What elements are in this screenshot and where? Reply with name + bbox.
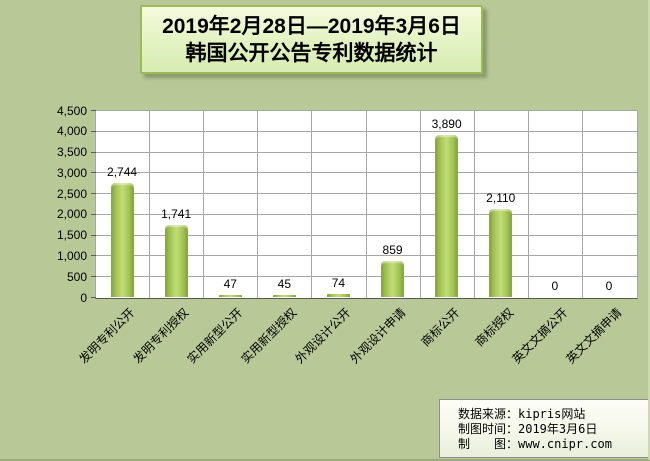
x-axis-label-2: 发明专利授权 bbox=[130, 305, 192, 367]
source-info-box: 数据来源：kipris网站 制图时间：2019年3月6日 制 图：www.cni… bbox=[439, 399, 648, 458]
maker-line: 制 图：www.cnipr.com bbox=[458, 437, 612, 451]
gridline-vertical bbox=[149, 111, 151, 298]
gridline-vertical bbox=[311, 111, 313, 298]
x-axis-label-5: 外观设计公开 bbox=[292, 305, 354, 367]
bar-商标授权 bbox=[489, 209, 513, 297]
x-axis-label-6: 外观设计申请 bbox=[347, 305, 408, 367]
x-axis-label-7: 商标公开 bbox=[418, 305, 462, 350]
gridline-horizontal bbox=[96, 172, 637, 174]
y-axis-tick bbox=[91, 151, 96, 153]
y-axis-tick bbox=[91, 276, 96, 278]
bar-外观设计申请 bbox=[381, 261, 405, 297]
chart-title-box: 2019年2月28日—2019年3月6日 韩国公开公告专利数据统计 bbox=[140, 5, 483, 74]
y-axis-tick bbox=[91, 234, 96, 236]
y-axis-tick bbox=[91, 110, 96, 111]
bar-商标公开 bbox=[435, 135, 459, 297]
bar-value-label: 859 bbox=[382, 243, 403, 257]
bar-value-label: 2,744 bbox=[107, 165, 138, 179]
x-axis-label-1: 发明专利公开 bbox=[76, 305, 138, 367]
bar-value-label: 47 bbox=[223, 277, 237, 291]
bar-value-label: 0 bbox=[605, 279, 613, 293]
y-axis-tick bbox=[91, 297, 96, 298]
x-axis-label-8: 商标授权 bbox=[472, 305, 517, 350]
gridline-horizontal bbox=[96, 276, 637, 278]
bar-发明专利公开 bbox=[110, 183, 134, 297]
bar-value-label: 0 bbox=[551, 279, 559, 293]
gridline-horizontal bbox=[96, 255, 637, 257]
y-axis-tick-label: 500 bbox=[66, 269, 87, 284]
gridline-vertical bbox=[203, 111, 205, 298]
x-axis-label-10: 英文文摘申请 bbox=[563, 305, 625, 367]
y-axis-tick bbox=[91, 213, 96, 215]
bar-value-label: 2,110 bbox=[486, 191, 516, 205]
date-line: 制图时间：2019年3月6日 bbox=[458, 422, 598, 436]
bar-value-label: 45 bbox=[277, 277, 292, 291]
bar-value-label: 74 bbox=[331, 276, 346, 290]
gridline-horizontal bbox=[96, 213, 637, 215]
x-axis-label-3: 实用新型公开 bbox=[184, 305, 246, 367]
gridline-horizontal bbox=[96, 234, 637, 236]
y-axis-tick bbox=[91, 193, 96, 195]
gridline-vertical bbox=[257, 111, 259, 298]
gridline-vertical bbox=[365, 111, 367, 298]
gridline-vertical bbox=[527, 111, 529, 298]
y-axis-tick-label: 2,500 bbox=[56, 186, 87, 201]
chart-title-line-1: 2019年2月28日—2019年3月6日 bbox=[162, 14, 461, 38]
bar-实用新型公开 bbox=[218, 295, 242, 297]
bar-发明专利授权 bbox=[164, 225, 188, 297]
gridline-horizontal bbox=[96, 193, 637, 195]
y-axis-tick bbox=[91, 172, 96, 174]
gridline-vertical bbox=[419, 111, 421, 298]
y-axis-tick bbox=[91, 130, 96, 132]
chart-title-line-2: 韩国公开公告专利数据统计 bbox=[185, 41, 438, 65]
gridline-horizontal bbox=[96, 151, 637, 153]
x-axis-label-4: 实用新型授权 bbox=[238, 305, 300, 367]
gridline-vertical bbox=[473, 111, 475, 298]
bar-实用新型授权 bbox=[272, 295, 296, 297]
y-axis-tick-label: 1,500 bbox=[56, 228, 87, 243]
y-axis-tick bbox=[91, 255, 96, 257]
bar-外观设计公开 bbox=[326, 294, 350, 297]
gridline-vertical bbox=[581, 111, 583, 298]
source-line: 数据来源：kipris网站 bbox=[458, 407, 586, 421]
x-axis-label-9: 英文文摘公开 bbox=[509, 305, 571, 367]
y-axis-tick-label: 0 bbox=[80, 290, 87, 305]
y-axis-tick-label: 2,000 bbox=[56, 207, 87, 222]
gridline-horizontal bbox=[96, 130, 637, 132]
y-axis-tick-label: 3,000 bbox=[56, 165, 87, 180]
bar-value-label: 3,890 bbox=[431, 117, 462, 131]
y-axis-tick-label: 4,000 bbox=[56, 124, 87, 139]
y-axis-tick-label: 1,000 bbox=[56, 248, 87, 263]
y-axis-tick-label: 3,500 bbox=[56, 145, 87, 160]
bar-value-label: 1,741 bbox=[161, 207, 192, 221]
y-axis-tick-label: 4,500 bbox=[56, 103, 87, 118]
